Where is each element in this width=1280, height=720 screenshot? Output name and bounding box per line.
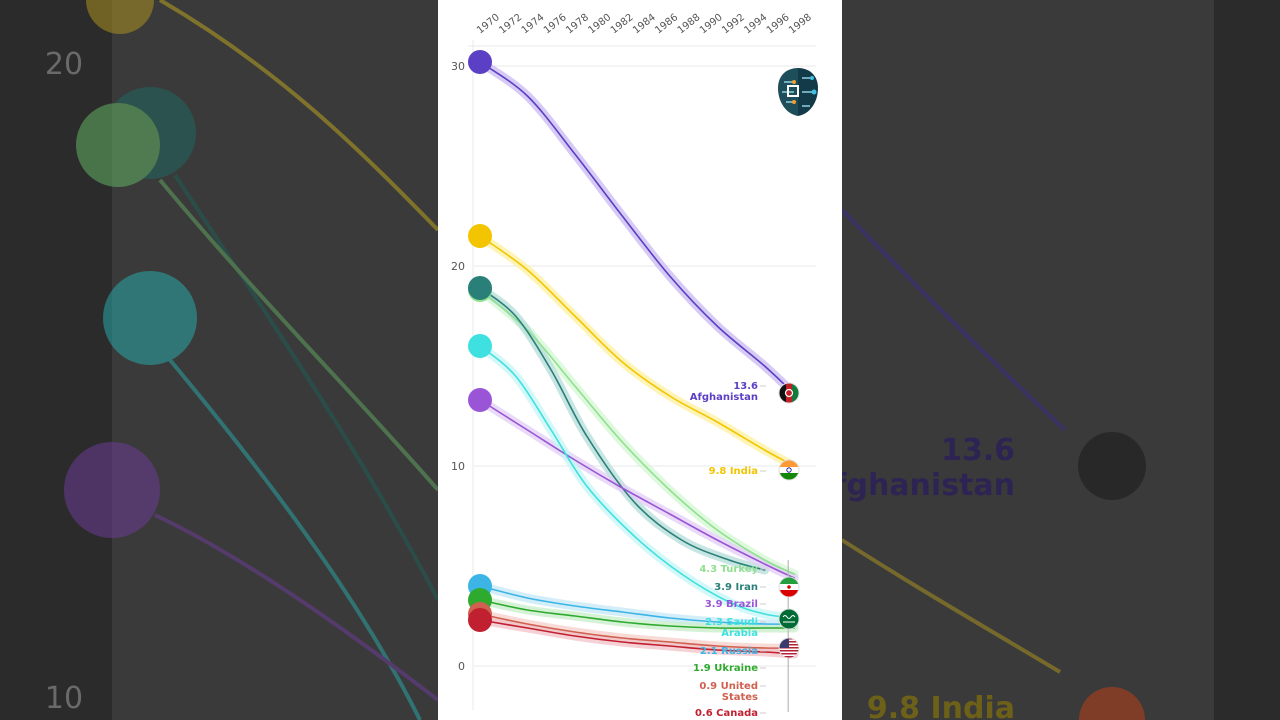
series-label: Afghanistan — [690, 392, 758, 403]
flag-stripe — [779, 460, 799, 467]
y-tick-label: 0 — [458, 660, 465, 673]
series-line — [479, 235, 796, 467]
x-tick-label: 1998 — [787, 12, 814, 36]
flag-script — [782, 615, 796, 619]
series-start-dot — [468, 608, 492, 632]
series-line — [479, 613, 796, 649]
flag-stripe — [779, 467, 799, 473]
series-start-dot — [468, 334, 492, 358]
series-lines — [479, 61, 796, 655]
series-label: 13.6 — [733, 381, 758, 392]
series-label: 0.9 United — [699, 681, 758, 692]
brain-logo-icon — [774, 68, 822, 116]
series-line — [479, 599, 796, 629]
series-line — [479, 61, 796, 395]
series-start-dot — [468, 50, 492, 74]
series-label: 3.9 Brazil — [705, 599, 758, 610]
backdrop-label: 9.8 India — [867, 691, 1015, 720]
series-label: 9.8 India — [709, 466, 758, 477]
x-tick-label: 1988 — [676, 12, 703, 36]
flag-stripe — [779, 650, 799, 652]
united-states-flag-icon — [778, 637, 800, 659]
series-label: 2.3 Saudi — [705, 617, 758, 628]
series-label: Arabia — [721, 628, 758, 639]
y-tick-label: 20 — [451, 260, 465, 273]
series-line — [479, 287, 766, 571]
flag-stripe — [786, 383, 792, 403]
x-tick-label: 1982 — [609, 12, 636, 36]
x-tick-label: 1974 — [520, 12, 547, 36]
series-line — [479, 289, 796, 575]
flag-stripe — [779, 577, 799, 584]
x-tick-label: 1996 — [765, 12, 792, 36]
flag-stripe — [779, 473, 799, 480]
backdrop-tick: 10 — [45, 681, 83, 716]
x-tick-label: 1984 — [631, 12, 658, 36]
series-label: 4.3 Turkey — [699, 564, 758, 575]
flag-emblem — [784, 388, 794, 398]
flag-body — [779, 638, 799, 658]
iran-flag-icon — [778, 576, 800, 598]
series-start-dot — [468, 276, 492, 300]
india-flag-icon — [778, 459, 800, 481]
series-start-dots — [468, 50, 492, 632]
series-start-dot — [468, 224, 492, 248]
saudi-arabia-flag-icon — [778, 608, 800, 630]
flag-border — [778, 576, 800, 598]
flag-body — [779, 609, 799, 629]
series-line — [479, 585, 796, 625]
x-tick-label: 1994 — [743, 12, 770, 36]
backdrop-label: 13.6 — [941, 433, 1015, 468]
x-axis-ticks: 1970197219741976197819801982198419861988… — [475, 12, 814, 36]
series-line — [479, 399, 796, 579]
series-label: 3.9 Iran — [714, 582, 758, 593]
series-label: 1.9 Ukraine — [693, 663, 758, 674]
flag-icons — [778, 382, 800, 659]
flag-body — [779, 460, 799, 480]
x-tick-label: 1986 — [653, 12, 680, 36]
series-line — [479, 619, 796, 655]
flag-body — [779, 577, 799, 597]
series-line — [479, 345, 796, 619]
flag-stripe — [779, 656, 799, 658]
flag-border — [778, 637, 800, 659]
x-tick-label: 1972 — [497, 12, 524, 36]
flag-emblem — [787, 585, 791, 589]
line-chart: 1970197219741976197819801982198419861988… — [451, 12, 822, 719]
x-tick-label: 1970 — [475, 12, 502, 36]
series-label: States — [722, 692, 758, 703]
x-tick-label: 1976 — [542, 12, 569, 36]
flag-stripe — [792, 383, 799, 403]
series-glow — [475, 57, 799, 399]
series-start-dot — [468, 388, 492, 412]
series-label: 0.6 Canada — [695, 708, 758, 719]
flag-border — [778, 608, 800, 630]
series-glow — [475, 395, 799, 583]
x-tick-label: 1980 — [587, 12, 614, 36]
flag-body — [779, 383, 799, 403]
flag-stripe — [779, 383, 786, 403]
y-axis-ticks: 0 10 20 30 — [451, 60, 465, 673]
y-tick-label: 30 — [451, 60, 465, 73]
flag-chakra — [786, 467, 792, 473]
y-tick-label: 10 — [451, 460, 465, 473]
flag-stripe — [779, 653, 799, 655]
afghanistan-flag-icon — [778, 382, 800, 404]
x-tick-label: 1978 — [564, 12, 591, 36]
flag-border — [778, 382, 800, 404]
flag-border — [778, 459, 800, 481]
flag-canton — [779, 638, 789, 648]
x-tick-label: 1992 — [720, 12, 747, 36]
backdrop-tick: 20 — [45, 47, 83, 82]
flag-stripe — [779, 590, 799, 597]
x-tick-label: 1990 — [698, 12, 725, 36]
backdrop-label: Afghanistan — [810, 468, 1015, 503]
chart-panel: 1970 1972 1974 1976 1978 1980 1982 1984 1986 1988… — [438, 0, 842, 720]
series-label: 2.1 Russia — [700, 646, 758, 657]
